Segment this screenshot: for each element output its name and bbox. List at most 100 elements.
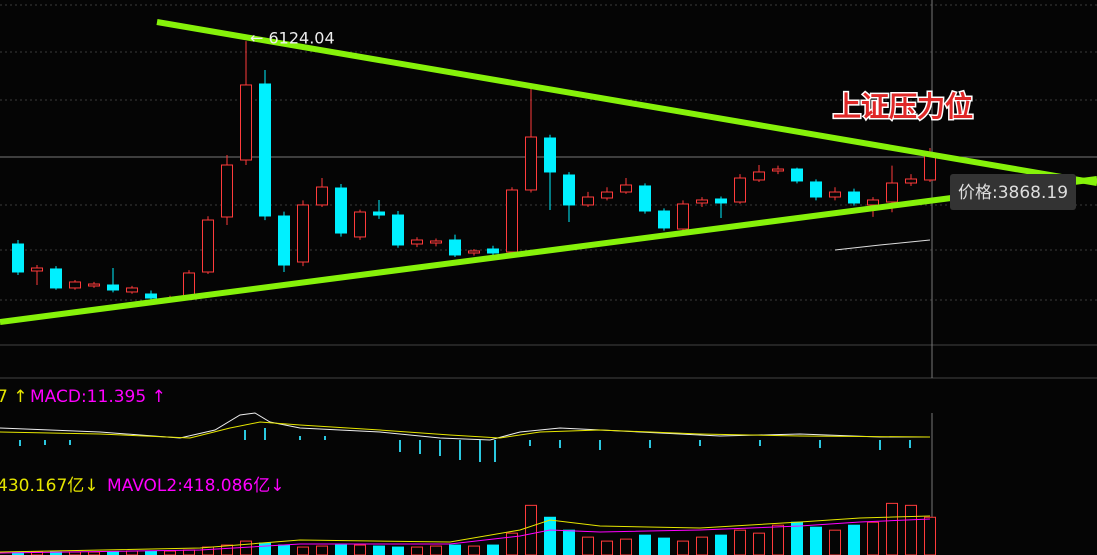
candle-body bbox=[50, 268, 62, 289]
candle-body bbox=[69, 281, 81, 289]
candle-body bbox=[335, 187, 347, 234]
candle-body bbox=[12, 243, 24, 273]
volume-bar bbox=[449, 544, 461, 555]
volume-bar bbox=[620, 538, 632, 555]
candle-body bbox=[202, 219, 214, 273]
candle-body bbox=[221, 164, 233, 218]
volume-bar bbox=[126, 550, 138, 555]
support-line bbox=[0, 176, 1097, 325]
candle-body bbox=[810, 181, 822, 198]
candle-body bbox=[392, 214, 404, 246]
candle-body bbox=[620, 184, 632, 193]
macd-histogram bbox=[19, 428, 911, 462]
volume-bar bbox=[810, 526, 822, 555]
candles bbox=[12, 41, 936, 303]
candle-body bbox=[677, 203, 689, 230]
volume-bar bbox=[563, 529, 575, 555]
candle-body bbox=[563, 174, 575, 206]
volume-bar bbox=[886, 502, 898, 555]
candle-body bbox=[183, 272, 195, 298]
volume-bar bbox=[677, 540, 689, 555]
volume-bar bbox=[411, 546, 423, 555]
mavol1-label: 430.167亿↓ bbox=[0, 476, 99, 496]
candle-body bbox=[734, 177, 746, 203]
candle-body bbox=[924, 154, 936, 181]
mavol2-line bbox=[0, 518, 931, 554]
volume-bar bbox=[696, 536, 708, 555]
volume-bar bbox=[430, 545, 442, 555]
candle-body bbox=[715, 198, 727, 204]
peak-label: ← 6124.04 bbox=[250, 29, 335, 48]
volume-bar bbox=[772, 524, 784, 555]
macd-dea bbox=[0, 421, 931, 439]
volume-bar bbox=[924, 516, 936, 555]
volume-bar bbox=[848, 524, 860, 555]
candle-body bbox=[449, 239, 461, 256]
volume-bar bbox=[905, 504, 917, 555]
volume-bar bbox=[278, 544, 290, 555]
volume-bar bbox=[658, 537, 670, 555]
volume-bar bbox=[164, 550, 176, 555]
candle-body bbox=[658, 210, 670, 229]
volume-bar bbox=[715, 534, 727, 555]
candle-body bbox=[88, 283, 100, 287]
candle-body bbox=[791, 168, 803, 182]
volume-bar bbox=[392, 546, 404, 555]
candle-body bbox=[297, 204, 309, 263]
candle-body bbox=[468, 250, 480, 254]
candle-body bbox=[525, 136, 537, 191]
volume-bar bbox=[544, 516, 556, 555]
ma-line bbox=[834, 239, 931, 251]
volume-bar bbox=[487, 544, 499, 555]
candle-body bbox=[639, 185, 651, 212]
tooltip: 价格:3868.19 bbox=[958, 183, 1068, 203]
annotation: 上证压力位 bbox=[833, 90, 973, 123]
candle-body bbox=[696, 199, 708, 204]
volume-bar bbox=[525, 504, 537, 555]
candle-body bbox=[601, 191, 613, 199]
candle-body bbox=[430, 240, 442, 244]
volume-bar bbox=[183, 549, 195, 555]
volume-bar bbox=[259, 542, 271, 555]
candle-body bbox=[278, 215, 290, 266]
volume-bar bbox=[753, 532, 765, 555]
candle-body bbox=[31, 267, 43, 272]
volume-bar bbox=[468, 545, 480, 555]
candle-body bbox=[259, 83, 271, 217]
candle-body bbox=[848, 191, 860, 204]
candle-body bbox=[487, 248, 499, 254]
candle-body bbox=[753, 171, 765, 181]
volume-bar bbox=[145, 550, 157, 555]
volume-bar bbox=[791, 521, 803, 555]
candle-body bbox=[829, 191, 841, 198]
volume-bar bbox=[297, 546, 309, 555]
candle-body bbox=[582, 196, 594, 206]
volume-bar bbox=[867, 521, 879, 555]
volume-bar bbox=[202, 546, 214, 555]
candle-body bbox=[240, 84, 252, 161]
candle-body bbox=[506, 189, 518, 253]
volume-bar bbox=[829, 529, 841, 555]
volume-bar bbox=[316, 545, 328, 555]
macd-dif-label: 7 ↑ bbox=[0, 387, 27, 407]
candle-body bbox=[145, 293, 157, 299]
candle-body bbox=[867, 199, 879, 206]
candle-body bbox=[886, 182, 898, 203]
volume-bar bbox=[582, 536, 594, 555]
volume-bar bbox=[240, 540, 252, 555]
candle-body bbox=[126, 287, 138, 293]
mavol2-label: MAVOL2:418.086亿↓ bbox=[107, 476, 284, 496]
volume-bar bbox=[601, 540, 613, 555]
volume-bar bbox=[354, 544, 366, 555]
resistance-line bbox=[156, 19, 1097, 186]
volume-bar bbox=[335, 544, 347, 555]
candle-body bbox=[905, 178, 917, 184]
candle-body bbox=[316, 186, 328, 206]
mavol1-line bbox=[0, 515, 931, 553]
candle-body bbox=[107, 284, 119, 291]
candle-body bbox=[373, 211, 385, 216]
volume-bar bbox=[639, 534, 651, 555]
macd-label: MACD:11.395 ↑ bbox=[30, 387, 166, 407]
